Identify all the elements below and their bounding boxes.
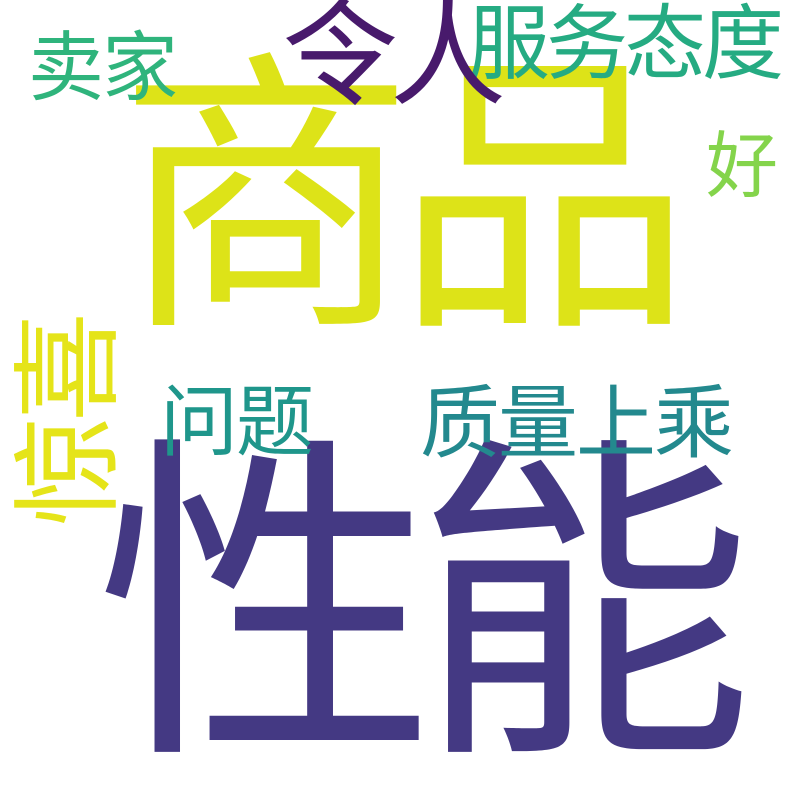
word-shangpin: 商品	[118, 27, 692, 372]
word-wenti: 问题	[160, 378, 314, 468]
word-jingxi: 惊喜	[5, 318, 133, 526]
word-hao: 好	[706, 124, 779, 208]
word-fuwu-taidu: 服务态度	[468, 0, 784, 92]
word-lingren: 令人	[282, 0, 506, 123]
word-maijia: 卖家	[28, 23, 178, 112]
word-xingneng: 性能	[96, 410, 754, 800]
word-zhiliang-shangcheng: 质量上乘	[420, 377, 734, 470]
